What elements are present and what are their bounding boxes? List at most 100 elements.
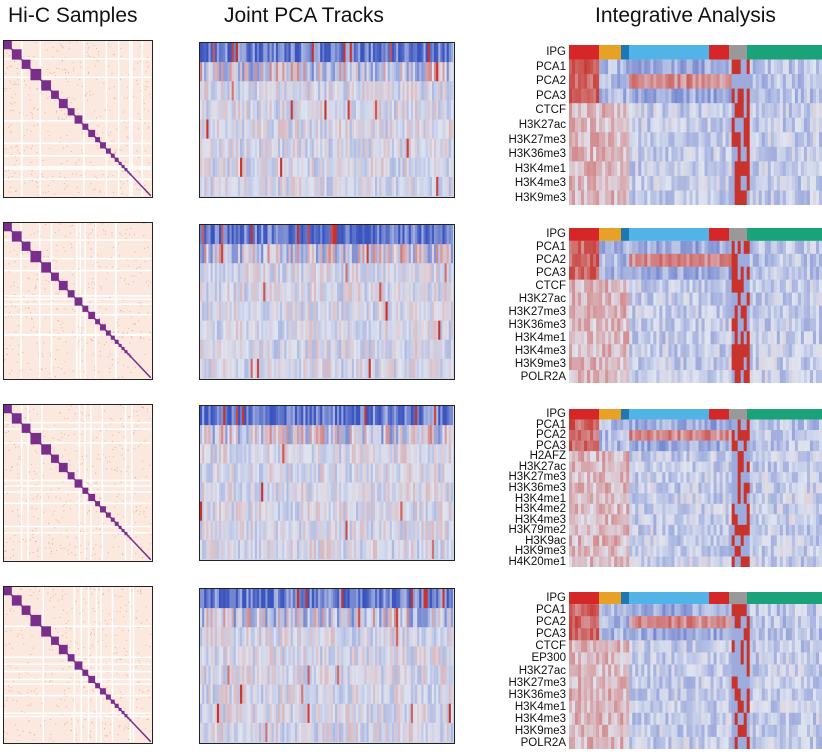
- ipg-cell: [698, 253, 702, 268]
- pca-cell: [446, 43, 450, 63]
- hic-contact-dot: [30, 179, 32, 181]
- ipg-cell: [629, 103, 633, 119]
- ipg-cell: [761, 318, 766, 332]
- pca-cell: [421, 138, 424, 159]
- hic-contact-dot: [136, 188, 138, 190]
- pca-cell: [303, 157, 306, 178]
- pca-cell: [387, 225, 391, 245]
- ipg-cell: [668, 103, 672, 119]
- pca-cell: [259, 339, 262, 360]
- ipg-cell: [752, 146, 757, 162]
- pca-cell: [345, 81, 348, 101]
- ipg-cell: [758, 357, 763, 371]
- pca-cell: [237, 157, 241, 178]
- ipg-cell: [800, 318, 805, 332]
- pca-cell: [381, 339, 384, 360]
- hic-contact-dot: [19, 244, 21, 246]
- ipg-cell: [746, 279, 751, 293]
- ipg-cell: [623, 292, 627, 306]
- pca-cell: [415, 157, 418, 178]
- pca-cell: [309, 176, 313, 196]
- pca-cell: [339, 62, 342, 82]
- hic-contact-dot: [63, 247, 65, 249]
- pca-cell: [273, 81, 277, 101]
- ipg-cell: [719, 132, 724, 148]
- hic-contact-dot: [114, 98, 116, 100]
- ipg-cell: [680, 88, 684, 104]
- pca-cell: [265, 320, 268, 341]
- pca-cell: [307, 282, 311, 302]
- ipg-cell: [809, 370, 814, 383]
- track-label: CTCF: [535, 280, 566, 293]
- pca-cell: [313, 301, 317, 322]
- pca-cell: [282, 157, 285, 178]
- ipg-cell: [626, 146, 630, 162]
- ipg-cell: [731, 175, 736, 191]
- pca-cell: [356, 43, 359, 63]
- ipg-cell: [626, 344, 630, 358]
- pca-cell: [358, 43, 361, 63]
- pca-cell: [292, 225, 296, 245]
- ipg-cell: [671, 103, 675, 119]
- pca-cell: [252, 157, 256, 178]
- pca-cell: [408, 263, 412, 283]
- hic-contact-dot: [62, 330, 64, 332]
- ipg-cell: [752, 266, 757, 281]
- ipg-cell: [767, 240, 772, 255]
- ipg-cell: [611, 253, 615, 268]
- hic-contact-dot: [11, 103, 13, 105]
- pca-cell: [296, 320, 300, 341]
- ipg-cell: [578, 74, 582, 90]
- ipg-cell: [596, 344, 600, 358]
- pca-cell: [406, 138, 410, 159]
- pca-cell: [235, 339, 239, 360]
- hic-contact-dot: [40, 93, 42, 95]
- ipg-cell: [632, 190, 636, 205]
- pca-cell: [208, 263, 211, 283]
- ipg-cell: [614, 103, 618, 119]
- pca-cell: [303, 176, 306, 196]
- pca-cell: [450, 176, 453, 196]
- pca-cell: [282, 339, 285, 360]
- ipg-cell: [767, 146, 772, 162]
- ipg-cell: [695, 146, 699, 162]
- hic-contact-dot: [39, 496, 41, 498]
- ipg-cell: [680, 279, 684, 293]
- hic-contact-dot: [79, 530, 81, 532]
- pca-cell: [254, 43, 258, 63]
- ipg-cell: [602, 146, 606, 162]
- hic-contact-dot: [33, 471, 35, 473]
- ipg-cell: [728, 74, 733, 90]
- hic-contact-dot: [61, 91, 63, 93]
- hic-contact-dot: [35, 528, 37, 530]
- ipg-cell: [668, 279, 672, 293]
- pca-cell: [368, 301, 372, 322]
- ipg-cell: [779, 59, 784, 75]
- ipg-cell: [623, 161, 627, 177]
- pca-cell: [233, 157, 237, 178]
- pca-cell: [389, 339, 393, 360]
- pca-cell: [200, 157, 203, 178]
- ipg-cell: [758, 240, 763, 255]
- pca-cell: [330, 244, 334, 264]
- hic-contact-dot: [87, 242, 89, 244]
- ipg-cell: [662, 331, 666, 345]
- ipg-cell: [590, 266, 594, 281]
- pca-cell: [284, 282, 287, 302]
- pca-cell: [227, 244, 230, 264]
- ipg-cell: [599, 175, 603, 191]
- hic-contact-dot: [66, 185, 68, 187]
- ipg-cell: [722, 253, 727, 268]
- pca-cell: [303, 100, 306, 120]
- pca-cell: [398, 119, 401, 140]
- hic-contact-dot: [104, 109, 106, 111]
- ipg-cell: [704, 357, 708, 371]
- hic-contact-dot: [133, 410, 135, 412]
- ipg-cell: [716, 88, 720, 104]
- pca-cell: [434, 43, 437, 63]
- ipg-cell: [770, 305, 775, 319]
- pca-cell: [370, 100, 374, 120]
- pca-cell: [223, 81, 226, 101]
- pca-cell: [259, 244, 262, 264]
- ipg-cell: [749, 292, 754, 306]
